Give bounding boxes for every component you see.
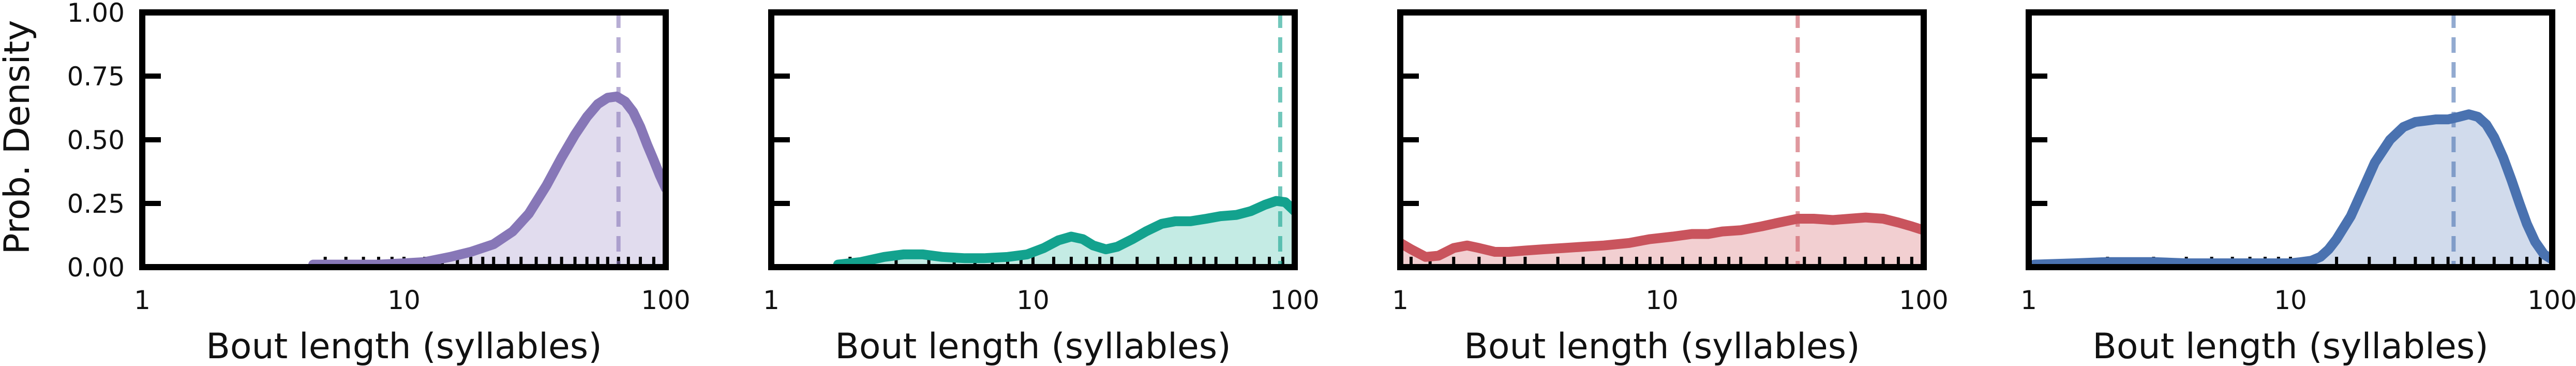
x-tick-label: 10: [387, 285, 421, 315]
x-tick-label: 10: [1016, 285, 1050, 315]
x-tick-label: 100: [1899, 285, 1948, 315]
x-tick-label: 1: [2020, 285, 2037, 315]
y-tick-label: 1.00: [67, 0, 125, 28]
x-tick-label: 10: [2274, 285, 2307, 315]
y-tick-label: 0.50: [67, 125, 125, 155]
x-axis-label: Bout length (syllables): [206, 326, 602, 366]
chart-panel-4: 1 10 100 Bout length (syllables): [2020, 12, 2576, 366]
x-tick-label: 1: [763, 285, 780, 315]
y-tick-label: 0.25: [67, 189, 125, 219]
y-axis-label: Prob. Density: [0, 20, 38, 255]
x-tick-label: 100: [1270, 285, 1319, 315]
x-axis-label: Bout length (syllables): [2092, 326, 2489, 366]
x-tick-label: 10: [1645, 285, 1679, 315]
density-area: [2034, 114, 2552, 267]
chart-panel-1: 0.00 0.25 0.50 0.75 1.00 1 10 100 Bout length (s…: [67, 0, 691, 366]
x-tick-label: 100: [641, 285, 690, 315]
x-tick-label: 100: [2527, 285, 2576, 315]
x-tick-label: 1: [134, 285, 151, 315]
y-tick-label: 0.00: [67, 253, 125, 283]
x-tick-label: 1: [1392, 285, 1409, 315]
y-tick-label: 0.75: [67, 62, 125, 92]
x-axis-label: Bout length (syllables): [835, 326, 1231, 366]
x-axis-label: Bout length (syllables): [1464, 326, 1860, 366]
chart-panel-3: 1 10 100 Bout length (syllables): [1392, 12, 1949, 366]
chart-panel-2: 1 10 100 Bout length (syllables): [763, 12, 1320, 366]
